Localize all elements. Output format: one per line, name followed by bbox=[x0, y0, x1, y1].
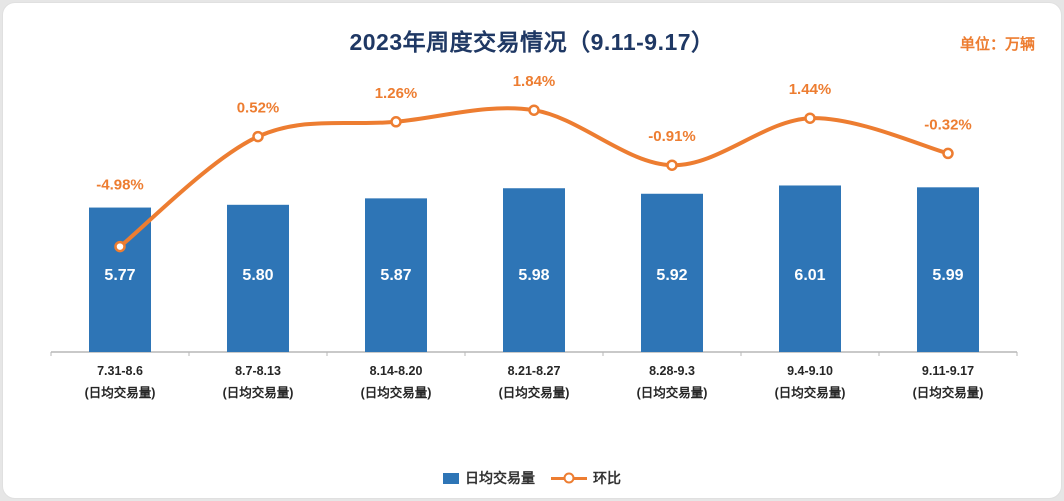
bar bbox=[365, 198, 427, 352]
chart-title: 2023年周度交易情况（9.11-9.17） bbox=[349, 29, 715, 55]
category-sublabel: (日均交易量) bbox=[637, 385, 708, 400]
legend-item-bar: 日均交易量 bbox=[443, 468, 535, 488]
line-value-label: 1.84% bbox=[513, 73, 556, 90]
bar-value-label: 5.99 bbox=[932, 267, 963, 284]
line-marker bbox=[942, 147, 954, 160]
bar-value-label: 5.77 bbox=[104, 267, 135, 284]
category-label: 9.11-9.17 bbox=[922, 364, 974, 378]
line-value-label: -4.98% bbox=[96, 177, 144, 194]
category-label: 8.7-8.13 bbox=[235, 364, 281, 378]
bar bbox=[641, 193, 703, 352]
category-label: 8.14-8.20 bbox=[370, 364, 423, 378]
legend-line-label: 环比 bbox=[593, 470, 621, 486]
line-value-label: 1.26% bbox=[375, 85, 418, 102]
bar bbox=[227, 204, 289, 352]
line-marker bbox=[114, 240, 126, 253]
category-sublabel: (日均交易量) bbox=[913, 385, 984, 400]
chart-legend: 日均交易量 环比 bbox=[3, 468, 1061, 488]
category-sublabel: (日均交易量) bbox=[223, 385, 294, 400]
line-marker-icon bbox=[563, 472, 575, 484]
category-sublabel: (日均交易量) bbox=[775, 385, 846, 400]
category-label: 8.28-9.3 bbox=[649, 364, 695, 378]
line-value-label: -0.91% bbox=[648, 128, 696, 145]
bar-value-label: 6.01 bbox=[794, 267, 825, 284]
legend-item-line: 环比 bbox=[551, 468, 621, 488]
line-value-label: 0.52% bbox=[237, 100, 280, 117]
bar-value-label: 5.87 bbox=[380, 267, 411, 284]
bar-value-label: 5.92 bbox=[656, 267, 687, 284]
category-label: 8.21-8.27 bbox=[508, 364, 561, 378]
line-value-label: -0.32% bbox=[924, 116, 972, 133]
legend-bar-label: 日均交易量 bbox=[465, 470, 535, 486]
category-sublabel: (日均交易量) bbox=[361, 385, 432, 400]
bar-value-label: 5.98 bbox=[518, 267, 549, 284]
category-label: 9.4-9.10 bbox=[787, 364, 833, 378]
combo-chart: 5.77 7.31-8.6 (日均交易量) 5.80 8.7-8.13 (日均交易量) 5.… bbox=[50, 73, 1018, 400]
line-value-label: 1.44% bbox=[789, 81, 832, 98]
bar bbox=[503, 188, 565, 352]
line-marker bbox=[252, 130, 264, 143]
unit-label: 单位：万辆 bbox=[959, 36, 1035, 53]
bar-value-label: 5.80 bbox=[242, 267, 273, 284]
category-sublabel: (日均交易量) bbox=[499, 385, 570, 400]
bar bbox=[779, 185, 841, 352]
line-marker bbox=[390, 116, 402, 128]
category-label: 7.31-8.6 bbox=[97, 364, 143, 378]
line-marker bbox=[804, 112, 816, 124]
category-sublabel: (日均交易量) bbox=[85, 385, 156, 400]
line-swatch-icon bbox=[551, 472, 587, 484]
bar-swatch-icon bbox=[443, 472, 459, 484]
bar bbox=[917, 187, 979, 352]
line-marker bbox=[666, 159, 678, 171]
line-marker bbox=[528, 104, 540, 116]
bar bbox=[89, 207, 151, 352]
